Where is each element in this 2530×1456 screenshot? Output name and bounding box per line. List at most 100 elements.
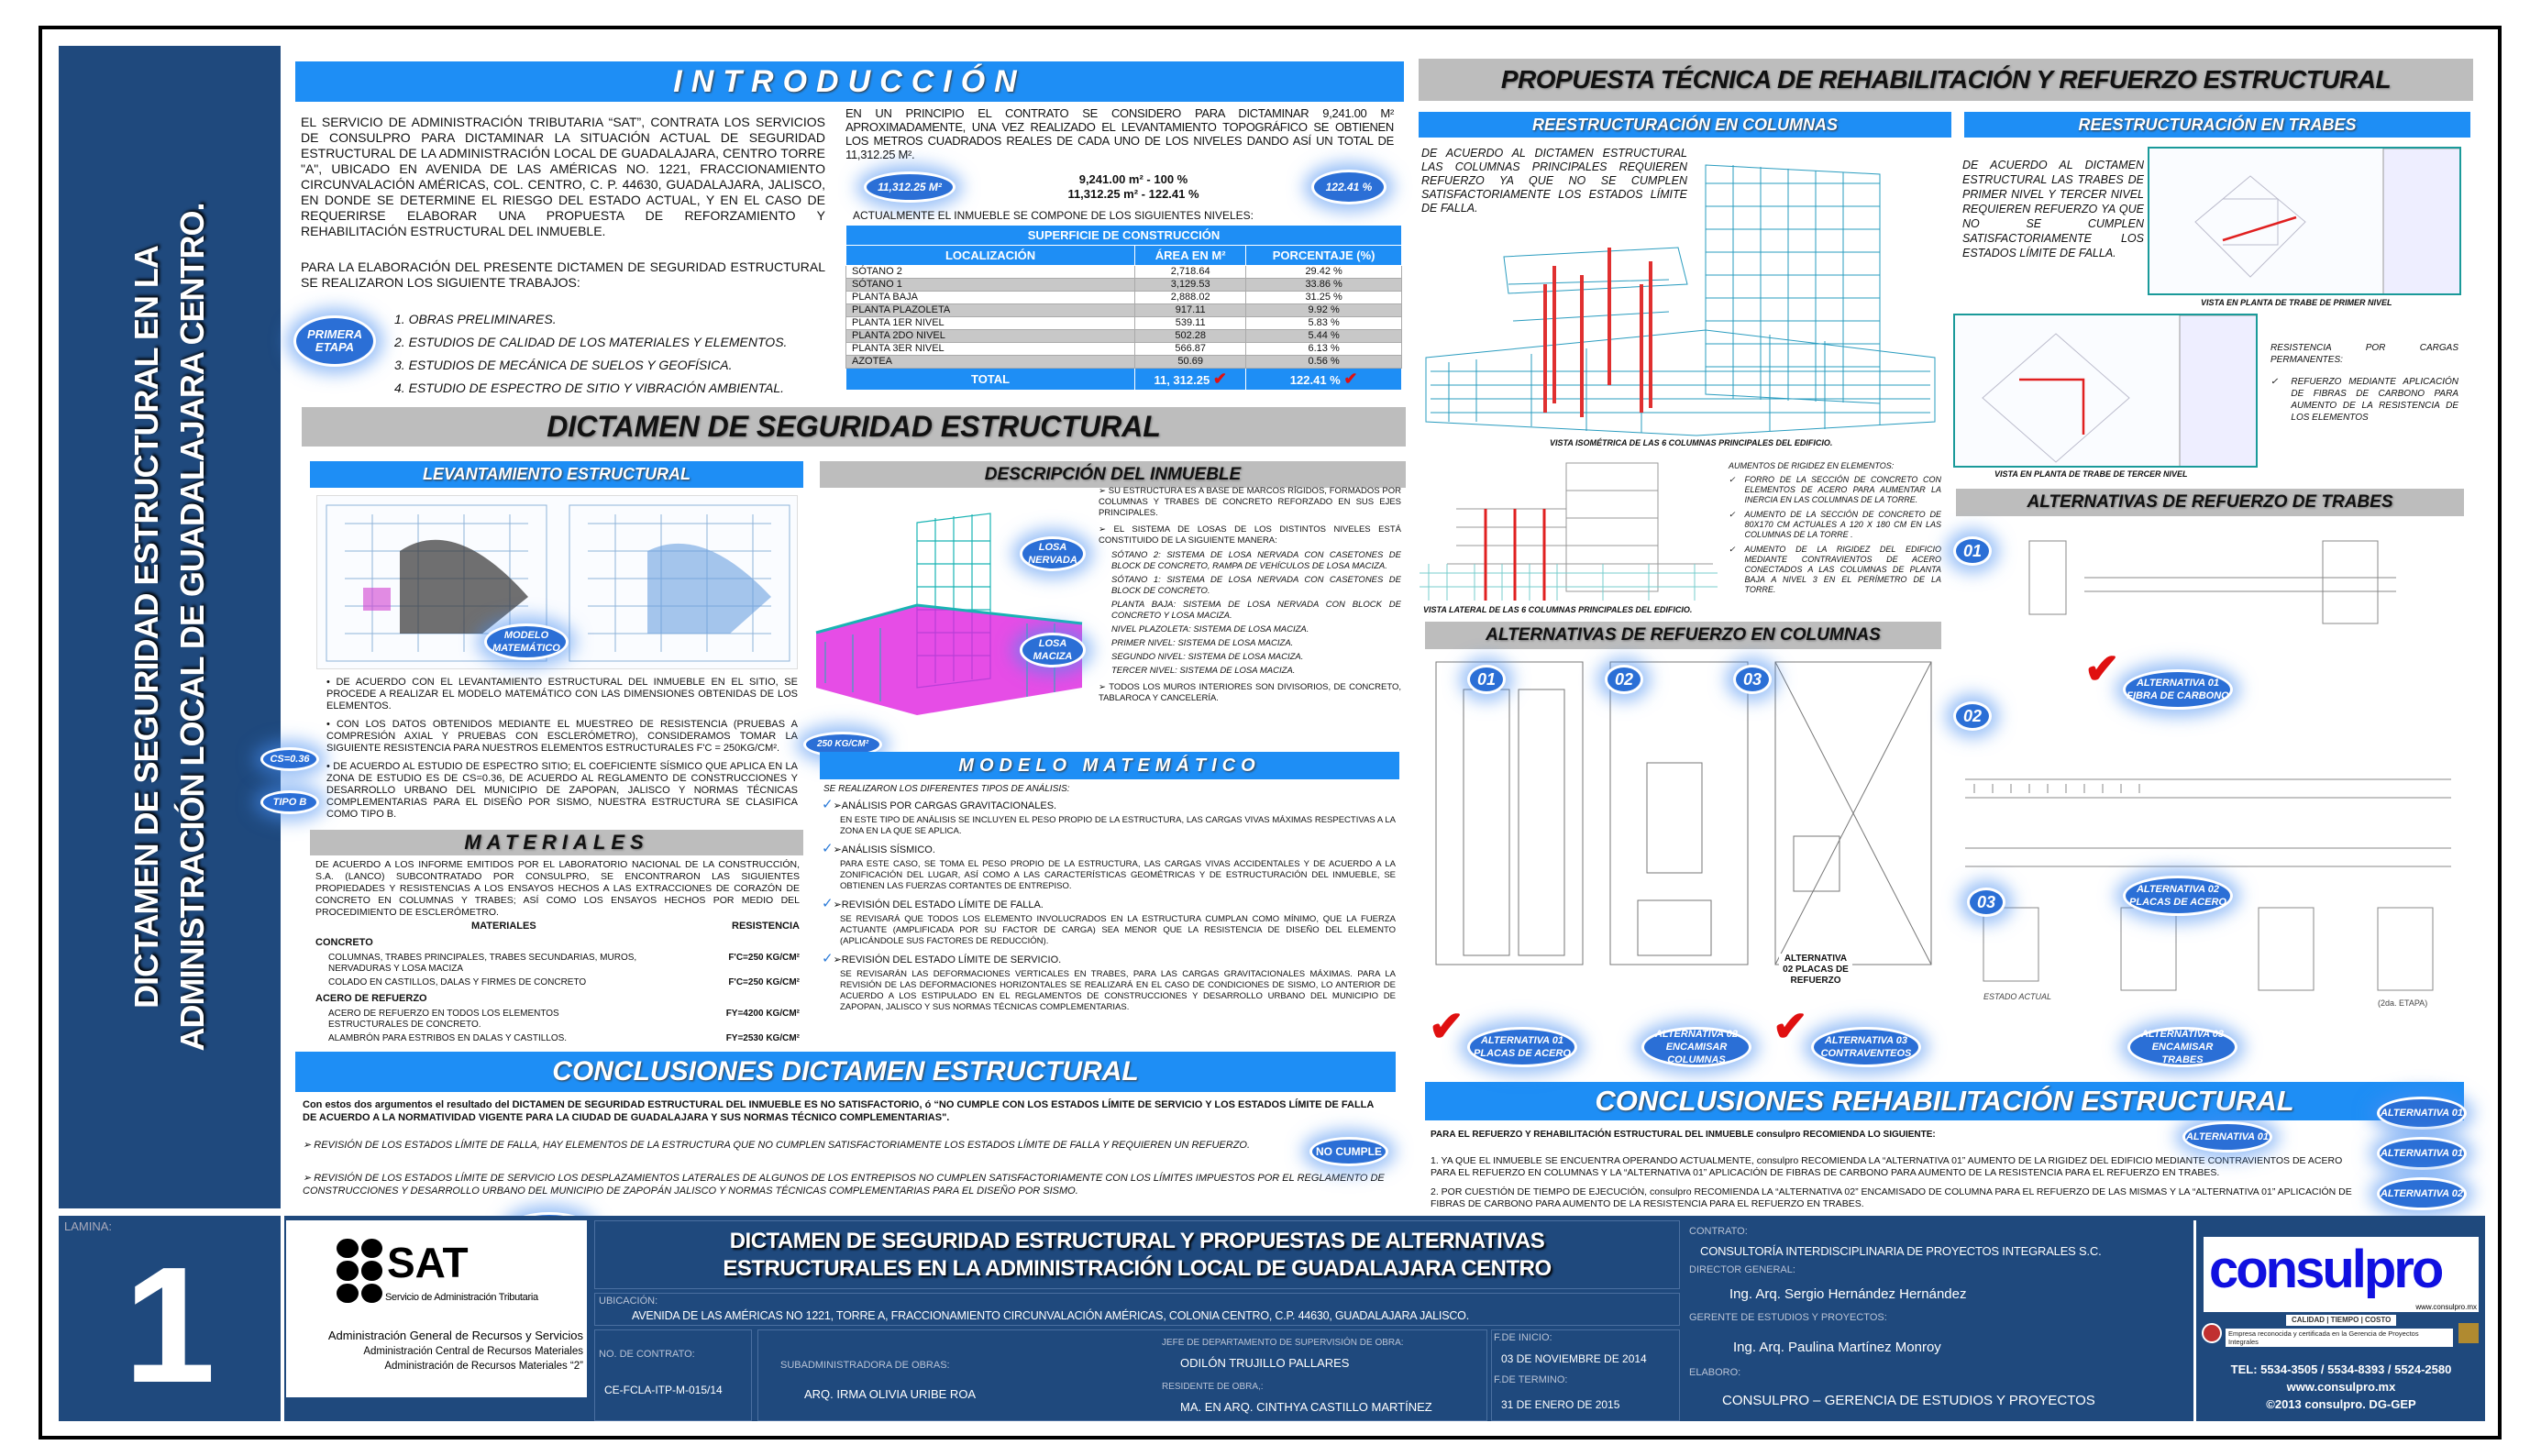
project-title-line1: DICTAMEN DE SEGURIDAD ESTRUCTURAL Y PROP… bbox=[729, 1229, 1545, 1253]
levantamiento-header: LEVANTAMIENTO ESTRUCTURAL bbox=[310, 461, 803, 488]
intro-paragraph-1: EL SERVICIO DE ADMINISTRACIÓN TRIBUTARIA… bbox=[301, 115, 825, 238]
copyright: ©2013 consulpro. DG-GEP bbox=[2266, 1397, 2416, 1411]
lateral-view-image bbox=[1420, 454, 1722, 601]
conclusion-point: ➢ REVISIÓN DE LOS ESTADOS LÍMITE DE SERV… bbox=[303, 1173, 1385, 1197]
alternativa-01-badge: ALTERNATIVA 01 bbox=[2377, 1137, 2467, 1170]
alternativa-02-badge: ALTERNATIVA 02 bbox=[2377, 1177, 2467, 1210]
contrato-cell: No. DE CONTRATO: CE-FCLA-ITP-M-015/14 bbox=[594, 1329, 752, 1421]
resistencia-col-header: RESISTENCIA bbox=[732, 921, 800, 932]
alternative-number-badge: 02 bbox=[1605, 665, 1643, 694]
table-cell: 917.11 bbox=[1134, 303, 1247, 317]
material-desc: ALAMBRÓN PARA ESTRIBOS EN DALAS Y CASTIL… bbox=[328, 1033, 568, 1043]
alternative-number-badge: 03 bbox=[1733, 665, 1772, 694]
lamina-box: LAMINA: 1 bbox=[59, 1216, 281, 1421]
rehab-point: 2. POR CUESTIÓN DE TIEMPO DE EJECUCIÓN, … bbox=[1431, 1186, 2352, 1209]
analysis-title-row: ✓➢REVISIÓN DEL ESTADO LÍMITE DE SERVICIO… bbox=[822, 952, 1396, 967]
table-cell: PLANTA 2DO NIVEL bbox=[845, 329, 1136, 343]
material-row: ALAMBRÓN PARA ESTRIBOS EN DALAS Y CASTIL… bbox=[315, 1033, 800, 1044]
contratista-label: CONTRATO: bbox=[1689, 1226, 1748, 1237]
column-alternative-badge: ALTERNATIVA 03 CONTRAVENTEOS bbox=[1811, 1027, 1921, 1067]
analysis-item: ✓➢ANÁLISIS POR CARGAS GRAVITACIONALES. EN… bbox=[822, 798, 1396, 837]
sat-line: Administración General de Recursos y Ser… bbox=[327, 1329, 583, 1342]
sat-logo: SAT bbox=[387, 1239, 469, 1286]
cargas-item-text: REFUERZO MEDIANTE APLICACIÓN DE FIBRAS D… bbox=[2291, 377, 2458, 423]
check-icon: ✓ bbox=[822, 951, 834, 966]
drawing-label: ESTADO ACTUAL bbox=[1983, 992, 2051, 1001]
alternative-number-badge: 03 bbox=[1967, 888, 2005, 917]
work-item: 2. ESTUDIOS DE CALIDAD DE LOS MATERIALES… bbox=[394, 335, 788, 349]
bullet-text: DE ACUERDO AL ESTUDIO DE ESPECTRO SITIO;… bbox=[326, 761, 798, 820]
inicio-value: 03 DE NOVIEMBRE DE 2014 bbox=[1501, 1352, 1647, 1365]
check-icon: ✔ bbox=[1773, 1002, 1808, 1050]
sat-logo-box: SAT Servicio de Administración Tributari… bbox=[286, 1220, 587, 1397]
no-cumple-badge: NO CUMPLE bbox=[1309, 1137, 1388, 1166]
subadmin-value: ARQ. IRMA OLIVIA URIBE ROA bbox=[804, 1387, 977, 1401]
desc-sub-item: NIVEL PLAZOLETA: SISTEMA DE LOSA MACIZA. bbox=[1111, 624, 1309, 634]
lateral-caption: VISTA LATERAL DE LAS 6 COLUMNAS PRINCIPA… bbox=[1423, 605, 1693, 614]
bullet-item: • DE ACUERDO AL ESTUDIO DE ESPECTRO SITI… bbox=[326, 761, 798, 820]
analysis-text: SE REVISARÁN LAS DEFORMACIONES VERTICALE… bbox=[840, 969, 1396, 1012]
table-row: PLANTA 1ER NIVEL 539.11 5.83 % bbox=[845, 316, 1402, 330]
building-model-image bbox=[807, 495, 1091, 724]
material-value: F'C=250 KG/CM² bbox=[728, 953, 800, 963]
poster-frame bbox=[39, 26, 2502, 1439]
gerente-value: Ing. Arq. Paulina Martínez Monroy bbox=[1733, 1340, 1941, 1355]
ratio-line-1: 9,241.00 m² - 100 % bbox=[1078, 172, 1188, 186]
analysis-text: SE REVISARÁ QUE TODOS LOS ELEMENTO INVOL… bbox=[840, 914, 1396, 946]
check-icon: ✔ bbox=[1429, 1002, 1464, 1050]
rigidez-list: ✓ FORRO DE LA SECCIÓN DE CONCRETO CON ELE… bbox=[1729, 475, 1941, 600]
alternative-number-badge: 02 bbox=[1953, 701, 1992, 731]
conclusiones-dictamen-header: CONCLUSIONES DICTAMEN ESTRUCTURAL bbox=[295, 1052, 1396, 1092]
desc-item: ➢ SU ESTRUCTURA ES A BASE DE MARCOS RÍGI… bbox=[1099, 486, 1401, 518]
analysis-item: ✓➢ANÁLISIS SÍSMICO. PARA ESTE CASO, SE TO… bbox=[822, 842, 1396, 892]
total-label: TOTAL bbox=[845, 368, 1136, 391]
surface-table: SUPERFICIE DE CONSTRUCCIÓN LOCALIZACIÓN Á… bbox=[845, 225, 1402, 391]
desc-sub-item: SÓTANO 1: SISTEMA DE LOSA NERVADA CON CA… bbox=[1111, 575, 1401, 596]
termino-value: 31 DE ENERO DE 2015 bbox=[1501, 1398, 1620, 1411]
check-icon: ✔ bbox=[1343, 370, 1358, 388]
intro-paragraph-3: EN UN PRINCIPIO EL CONTRATO SE CONSIDERO… bbox=[845, 106, 1394, 161]
table-cell: PLANTA PLAZOLETA bbox=[845, 303, 1136, 317]
table-cell: 2,888.02 bbox=[1134, 291, 1247, 304]
material-value: F'C=250 KG/CM² bbox=[728, 977, 800, 987]
slogan: CALIDAD | TIEMPO | COSTO bbox=[2286, 1315, 2397, 1326]
desc-sub-item: PRIMER NIVEL: SISTEMA DE LOSA MACIZA. bbox=[1111, 638, 1294, 648]
conclusion-point: ➢ REVISIÓN DE LOS ESTADOS LÍMITE DE FALL… bbox=[303, 1140, 1251, 1151]
ratio-lines: 9,241.00 m² - 100 % 11,312.25 m² - 122.4… bbox=[1067, 172, 1199, 202]
table-cell: 539.11 bbox=[1134, 316, 1247, 330]
cert-seal-icon bbox=[2202, 1323, 2222, 1343]
plan-first-level-image bbox=[2148, 147, 2461, 295]
residente-value: MA. EN ARQ. CINTHYA CASTILLO MARTÍNEZ bbox=[1180, 1400, 1432, 1414]
analysis-title: ➢REVISIÓN DEL ESTADO LÍMITE DE FALLA. bbox=[833, 899, 1044, 910]
col-header: PORCENTAJE (%) bbox=[1245, 245, 1402, 266]
desc-text: SU ESTRUCTURA ES A BASE DE MARCOS RÍGIDO… bbox=[1099, 486, 1401, 518]
work-item: 1. OBRAS PRELIMINARES. bbox=[394, 312, 557, 326]
total-pct-value: 122.41 % bbox=[1289, 373, 1341, 387]
levantamiento-bullets: • DE ACUERDO CON EL LEVANTAMIENTO ESTRUC… bbox=[326, 677, 798, 821]
check-icon: ✓ bbox=[822, 797, 834, 812]
analysis-title-row: ✓➢REVISIÓN DEL ESTADO LÍMITE DE FALLA. bbox=[822, 897, 1396, 912]
table-cell: 50.69 bbox=[1134, 355, 1247, 369]
table-cell: 9.92 % bbox=[1245, 303, 1402, 317]
column-alternative-badge: ALTERNATIVA 01 PLACAS DE ACERO bbox=[1467, 1027, 1577, 1067]
intro-paragraph-4: ACTUALMENTE EL INMUEBLE SE COMPONE DE LO… bbox=[853, 209, 1254, 222]
work-item: 3. ESTUDIOS DE MECÁNICA DE SUELOS Y GEOF… bbox=[394, 358, 733, 372]
table-cell: 2,718.64 bbox=[1134, 265, 1247, 279]
officials-cell: SUBADMINISTRADORA DE OBRAS: ARQ. IRMA OL… bbox=[757, 1329, 1487, 1421]
desc-sub-list: SÓTANO 2: SISTEMA DE LOSA NERVADA CON CA… bbox=[1099, 550, 1401, 677]
rigidez-item: ✓ AUMENTO DE LA SECCIÓN DE CONCRETO DE 80… bbox=[1729, 510, 1941, 540]
analysis-item: ✓➢REVISIÓN DEL ESTADO LÍMITE DE SERVICIO… bbox=[822, 952, 1396, 1013]
table-cell: PLANTA 1ER NIVEL bbox=[845, 316, 1136, 330]
column-alternative-badge: ALTERNATIVA 02 ENCAMISAR COLUMNAS bbox=[1641, 1027, 1751, 1067]
alt-trabes-header: ALTERNATIVAS DE REFUERZO DE TRABES bbox=[1956, 489, 2464, 516]
table-cell: SÓTANO 1 bbox=[845, 278, 1136, 292]
cs-badge: CS=0.36 bbox=[260, 747, 319, 771]
check-icon: ✔ bbox=[1212, 370, 1227, 388]
consulpro-logo: consulpro bbox=[2209, 1240, 2444, 1299]
rigidez-text: AUMENTO DE LA RIGIDEZ DEL EDIFICIO MEDIA… bbox=[1744, 545, 1941, 594]
contrato-label: No. DE CONTRATO: bbox=[599, 1349, 695, 1360]
check-icon: ✓ bbox=[1729, 510, 1736, 519]
desc-sub-item: TERCER NIVEL: SISTEMA DE LOSA MACIZA. bbox=[1111, 666, 1296, 676]
desc-item: ➢ TODOS LOS MUROS INTERIORES SON DIVISOR… bbox=[1099, 682, 1401, 703]
columnas-header: REESTRUCTURACIÓN EN COLUMNAS bbox=[1419, 112, 1951, 138]
